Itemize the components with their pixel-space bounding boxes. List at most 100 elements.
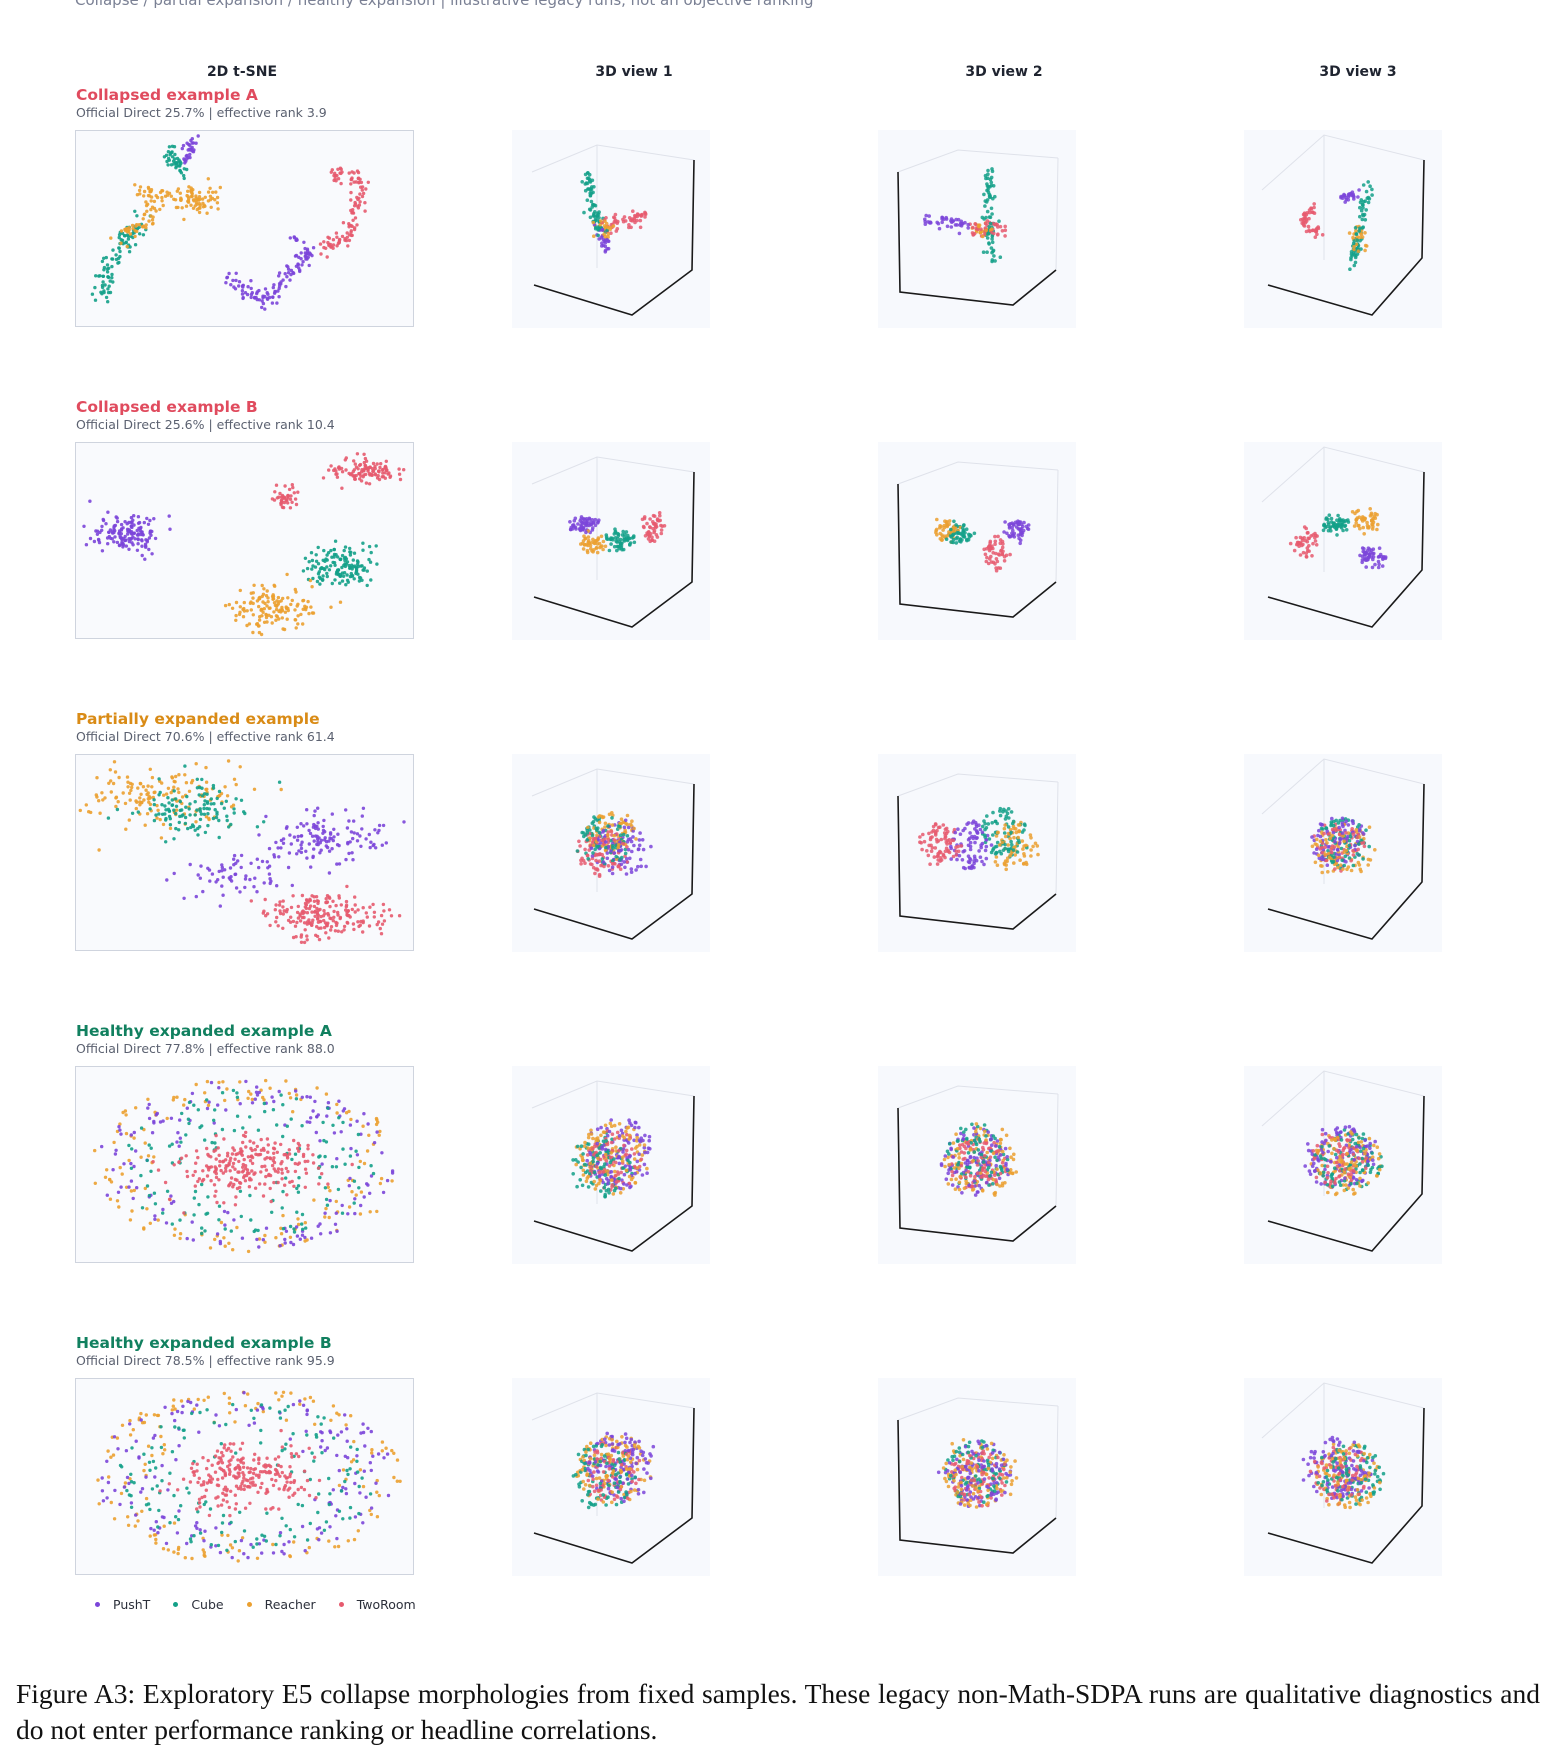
scatter-point: [377, 469, 381, 473]
scatter-point: [371, 469, 375, 474]
scatter-point: [949, 844, 953, 849]
scatter-point: [316, 806, 320, 810]
scatter-point: [607, 868, 612, 873]
scatter-point: [191, 824, 196, 829]
scatter-point: [990, 212, 994, 216]
scatter-point: [296, 834, 300, 839]
scatter-point: [608, 1121, 613, 1126]
scatter-point: [265, 291, 269, 295]
scatter-point: [208, 194, 213, 198]
scatter-point: [197, 1177, 202, 1181]
scatter-point: [306, 1147, 310, 1151]
scatter-point: [309, 1236, 314, 1240]
scatter-point: [153, 536, 158, 541]
scatter-point: [993, 539, 998, 544]
scatter-point: [638, 218, 643, 223]
scatter-point: [342, 924, 347, 929]
scatter-point: [195, 786, 200, 790]
scatter-point: [592, 1170, 597, 1175]
scatter-point: [142, 194, 146, 198]
scatter-point: [220, 863, 224, 867]
scatter-point: [641, 1138, 645, 1143]
scatter-point: [214, 190, 218, 194]
scatter-point: [1022, 520, 1026, 525]
scatter-point: [264, 1078, 268, 1083]
scatter-point: [1339, 524, 1343, 529]
scatter-point: [322, 918, 326, 923]
scatter-point: [130, 541, 134, 545]
scatter-point: [645, 1150, 650, 1155]
scatter-point: [144, 200, 148, 204]
scatter-point: [633, 220, 637, 225]
scatter-point: [265, 589, 269, 593]
scatter-point: [614, 1149, 618, 1153]
scatter-point: [918, 840, 922, 844]
scatter-point: [274, 840, 278, 845]
scatter-point: [174, 797, 178, 801]
scatter-point: [364, 459, 369, 463]
scatter-point: [973, 222, 977, 226]
scatter-point: [114, 253, 118, 257]
scatter-point: [1001, 848, 1006, 852]
scatter-point: [639, 1157, 644, 1162]
scatter-point: [1364, 189, 1369, 194]
scatter-point: [138, 192, 142, 196]
scatter-point: [964, 527, 969, 531]
scatter-point: [224, 1166, 228, 1170]
scatter-point: [261, 1194, 266, 1198]
scatter-point: [344, 857, 348, 862]
scatter-point: [193, 813, 197, 817]
scatter-point: [259, 632, 264, 637]
scatter-point: [958, 832, 963, 836]
tsne-2d-scatter: [78, 759, 406, 945]
scatter-point: [345, 910, 349, 915]
scatter-point: [172, 789, 176, 793]
scatter-point: [296, 1222, 301, 1227]
scatter-point: [226, 1210, 230, 1215]
scatter-point: [334, 1211, 338, 1215]
scatter-point: [639, 864, 643, 869]
scatter-point: [129, 520, 133, 524]
scatter-point: [308, 1095, 312, 1099]
scatter-point: [294, 1097, 299, 1101]
scatter-point: [971, 836, 976, 841]
scatter-point: [603, 1173, 607, 1177]
scatter-point: [317, 1155, 321, 1159]
scatter-point: [113, 770, 118, 774]
scatter-point: [353, 1197, 357, 1201]
scatter-point: [1331, 819, 1336, 824]
scatter-point: [233, 287, 238, 291]
scatter-point: [1311, 210, 1315, 215]
scatter-point: [599, 1125, 603, 1130]
scatter-point: [1346, 198, 1351, 202]
scatter-point: [330, 555, 334, 559]
scatter-point: [283, 1241, 287, 1245]
scatter-point: [357, 181, 361, 185]
scatter-point: [980, 859, 984, 864]
scatter-point: [1011, 528, 1015, 533]
scatter-point: [100, 528, 104, 532]
scatter-point: [348, 1123, 353, 1127]
scatter-point: [262, 587, 266, 591]
scatter-point: [606, 1187, 611, 1192]
scatter-point: [93, 1181, 97, 1185]
scatter-point: [621, 820, 625, 825]
scatter-point: [624, 872, 629, 876]
scatter-point: [146, 193, 151, 198]
scatter-point: [356, 920, 360, 924]
scatter-point: [263, 307, 267, 311]
scatter-point: [330, 847, 334, 851]
scatter-point: [117, 233, 122, 237]
scatter-point: [277, 284, 282, 288]
scatter-point: [621, 1155, 625, 1159]
scatter-point: [300, 840, 304, 844]
scatter-point: [1310, 554, 1314, 558]
scatter-point: [169, 194, 173, 198]
scatter-point: [604, 840, 608, 844]
scatter-point: [286, 1169, 290, 1174]
scatter-point: [303, 604, 307, 608]
scatter-point: [579, 858, 583, 863]
scatter-point: [123, 534, 127, 539]
scatter-point: [167, 1197, 172, 1201]
scatter-point: [249, 899, 253, 903]
